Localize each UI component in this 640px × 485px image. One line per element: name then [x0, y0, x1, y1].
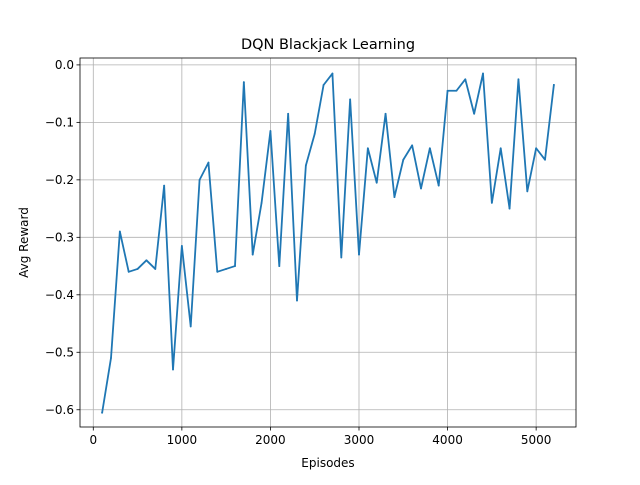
- data-point: [393, 196, 396, 198]
- data-point: [437, 184, 440, 187]
- data-point: [127, 270, 130, 273]
- data-point: [517, 78, 520, 81]
- data-point: [251, 253, 254, 256]
- data-point: [269, 130, 272, 132]
- data-point: [287, 112, 290, 115]
- data-point: [428, 147, 431, 150]
- data-point: [101, 411, 104, 414]
- data-point: [304, 164, 307, 167]
- data-point: [473, 112, 476, 115]
- data-point: [446, 89, 449, 92]
- data-point: [189, 325, 192, 328]
- data-point: [375, 181, 378, 184]
- data-point: [118, 230, 121, 233]
- data-point: [234, 265, 236, 267]
- data-point: [313, 132, 316, 135]
- x-tick-label: 5000: [521, 433, 552, 447]
- data-point: [163, 184, 166, 187]
- x-tick-label: 2000: [255, 433, 286, 447]
- chart-title: DQN Blackjack Learning: [241, 37, 415, 53]
- x-tick-label: 1000: [167, 433, 198, 447]
- data-point: [552, 84, 555, 86]
- data-point: [482, 72, 484, 75]
- data-point: [464, 78, 467, 81]
- data-point: [180, 245, 183, 247]
- data-point: [136, 268, 139, 270]
- data-point: [278, 265, 281, 267]
- grid-lines: [80, 58, 576, 427]
- x-tick-label: 3000: [344, 433, 375, 447]
- y-tick-label: −0.2: [45, 173, 74, 187]
- data-point: [198, 178, 201, 181]
- y-axis-label: Avg Reward: [17, 207, 31, 278]
- x-tick-label: 0: [89, 433, 97, 447]
- series-layer: [101, 72, 555, 414]
- data-point: [296, 299, 298, 302]
- data-point: [349, 98, 352, 101]
- y-tick-label: 0.0: [55, 58, 74, 72]
- data-point: [499, 147, 502, 150]
- data-point: [145, 259, 148, 262]
- data-point: [172, 368, 174, 371]
- series-line: [101, 72, 555, 414]
- x-axis-label: Episodes: [301, 456, 354, 470]
- data-point: [402, 158, 405, 161]
- data-point: [110, 357, 112, 359]
- axes-frame: [79, 57, 577, 428]
- data-point: [420, 187, 422, 190]
- data-point: [207, 161, 210, 164]
- data-point: [526, 190, 529, 193]
- data-point: [411, 144, 414, 147]
- data-point: [490, 201, 493, 204]
- data-point: [154, 268, 157, 270]
- data-point: [384, 112, 387, 115]
- data-point: [331, 72, 334, 75]
- y-tick-label: −0.1: [45, 116, 74, 130]
- data-point: [366, 147, 369, 150]
- data-point: [242, 81, 245, 84]
- data-point: [322, 84, 325, 86]
- data-point: [225, 268, 228, 270]
- data-point: [535, 147, 538, 150]
- data-point: [508, 207, 511, 210]
- data-point: [260, 201, 263, 204]
- data-point: [340, 256, 343, 259]
- data-point: [358, 253, 360, 256]
- y-tick-label: −0.4: [45, 288, 74, 302]
- data-point: [544, 158, 546, 161]
- y-tick-label: −0.3: [45, 231, 74, 245]
- tick-marks: 0 1000 2000 3000 4000 5000 −0.6 −0.5 −0.4 −0.3 −0.…: [45, 58, 552, 447]
- x-tick-label: 4000: [432, 433, 463, 447]
- data-point: [455, 89, 458, 92]
- y-tick-label: −0.6: [45, 403, 74, 417]
- data-point: [216, 270, 219, 273]
- y-tick-label: −0.5: [45, 346, 74, 360]
